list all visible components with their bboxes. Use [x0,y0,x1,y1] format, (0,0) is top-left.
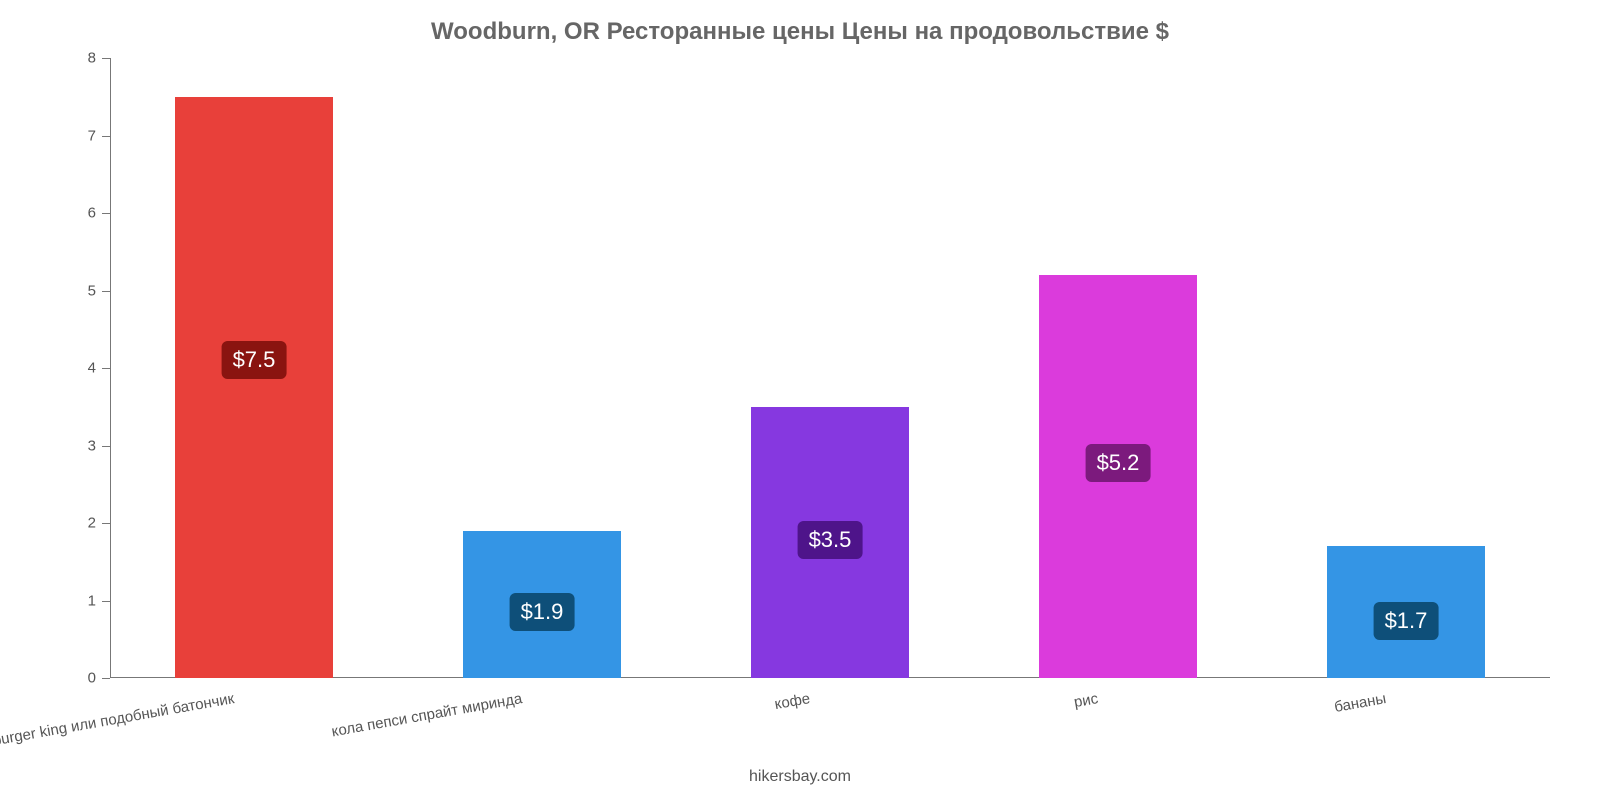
bar: $3.5 [751,407,909,678]
y-axis [110,58,111,678]
y-tick-label: 0 [88,670,110,687]
y-tick-label: 1 [88,592,110,609]
chart-title: Woodburn, OR Ресторанные цены Цены на пр… [0,0,1600,46]
y-tick-label: 8 [88,50,110,67]
value-badge: $5.2 [1086,444,1151,482]
bar: $1.7 [1327,546,1485,678]
x-axis-label: бананы [1333,690,1387,716]
plot-area: 012345678$7.5mac burger king или подобны… [110,58,1550,678]
y-tick-label: 6 [88,205,110,222]
value-badge: $1.7 [1374,602,1439,640]
value-badge: $1.9 [510,593,575,631]
x-axis-label: кола пепси спрайт миринда [330,690,523,740]
y-tick-label: 5 [88,282,110,299]
value-badge: $3.5 [798,521,863,559]
bar: $7.5 [175,97,333,678]
x-axis-label: mac burger king или подобный батончик [0,690,235,755]
y-tick-label: 2 [88,515,110,532]
bar: $1.9 [463,531,621,678]
attribution-text: hikersbay.com [0,768,1600,786]
bar: $5.2 [1039,275,1197,678]
value-badge: $7.5 [222,341,287,379]
x-axis-label: кофе [773,690,811,713]
y-tick-label: 4 [88,360,110,377]
x-axis-label: рис [1073,690,1100,711]
y-tick-label: 3 [88,437,110,454]
y-tick-label: 7 [88,127,110,144]
